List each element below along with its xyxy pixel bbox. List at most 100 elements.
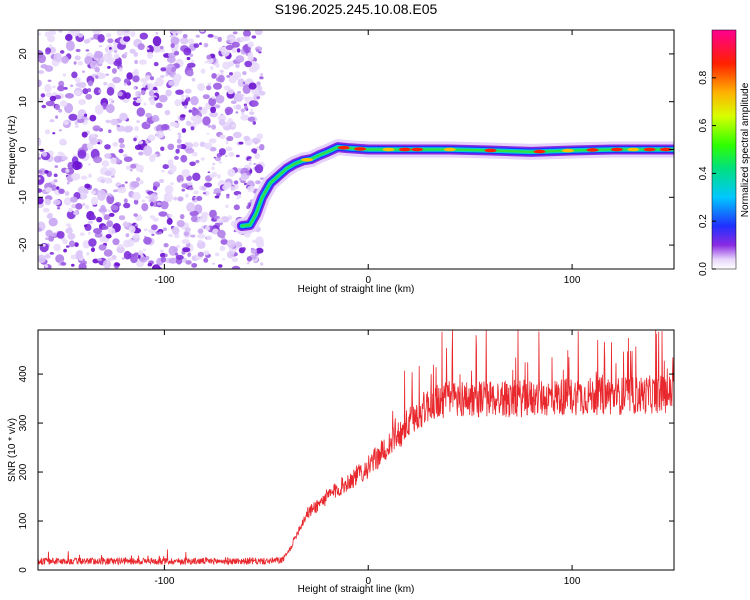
noise-blob: [153, 61, 159, 67]
noise-blob: [217, 264, 223, 268]
noise-blob: [92, 30, 101, 35]
noise-blob: [112, 238, 120, 246]
noise-blob: [45, 92, 53, 98]
noise-blob: [155, 130, 165, 139]
noise-blob: [185, 193, 189, 198]
noise-blob: [220, 72, 224, 75]
noise-blob: [123, 202, 131, 209]
noise-blob: [231, 124, 236, 128]
noise-blob: [98, 89, 102, 93]
noise-blob: [181, 128, 187, 133]
noise-blob: [231, 47, 237, 54]
noise-blob: [117, 186, 127, 194]
noise-blob: [209, 146, 217, 152]
noise-blob: [254, 152, 261, 160]
noise-blob: [226, 239, 236, 249]
noise-blob: [87, 220, 94, 224]
noise-blob: [229, 72, 233, 76]
noise-blob: [85, 49, 90, 52]
noise-blob: [211, 124, 217, 130]
noise-blob: [243, 30, 251, 37]
noise-blob: [251, 35, 257, 39]
noise-blob: [49, 46, 56, 54]
noise-blob: [65, 168, 70, 173]
noise-blob: [52, 232, 57, 237]
snr-y-tick-label: 0: [18, 567, 29, 573]
noise-blob: [177, 132, 182, 136]
noise-blob: [200, 225, 205, 229]
noise-blob: [217, 36, 222, 43]
noise-blob: [88, 173, 92, 178]
noise-blob: [140, 89, 146, 96]
noise-blob: [56, 231, 65, 239]
noise-blob: [99, 45, 103, 48]
noise-blob: [186, 202, 196, 213]
noise-blob: [158, 94, 168, 103]
noise-blob: [191, 77, 196, 82]
noise-blob: [192, 115, 202, 125]
noise-blob: [181, 169, 190, 178]
noise-blob: [58, 108, 63, 113]
noise-blob: [93, 87, 102, 96]
noise-blob: [199, 215, 208, 223]
noise-blob: [226, 251, 234, 259]
noise-blob: [246, 172, 251, 176]
noise-blob: [92, 125, 101, 132]
noise-blob: [105, 119, 111, 124]
noise-blob: [203, 257, 209, 263]
spectrogram-y-tick-label: 10: [18, 96, 29, 108]
noise-blob: [65, 33, 73, 42]
spectrogram-y-tick-label: -10: [18, 190, 29, 205]
noise-blob: [235, 104, 242, 110]
noise-blob: [82, 202, 86, 207]
noise-blob: [220, 238, 228, 245]
noise-blob: [110, 118, 119, 126]
noise-blob: [47, 35, 55, 43]
noise-blob: [181, 94, 185, 98]
noise-blob: [87, 231, 91, 235]
noise-blob: [202, 192, 207, 195]
noise-blob: [230, 186, 236, 191]
noise-blob: [67, 161, 75, 170]
noise-blob: [216, 76, 224, 82]
track-peak: [443, 147, 456, 152]
noise-blob: [63, 197, 72, 206]
noise-blob: [174, 99, 182, 107]
noise-blob: [184, 94, 189, 98]
noise-blob: [219, 69, 224, 73]
snr-series-line: [38, 330, 674, 566]
noise-blob: [226, 196, 230, 199]
noise-blob: [219, 134, 226, 140]
spectrogram-y-label: Frequency (Hz): [7, 116, 18, 185]
noise-blob: [242, 247, 246, 251]
noise-blob: [130, 253, 138, 264]
noise-blob: [77, 118, 85, 124]
noise-blob: [240, 108, 245, 113]
noise-blob: [152, 36, 162, 47]
snr-y-tick-label: 400: [18, 365, 29, 382]
noise-blob: [77, 149, 87, 159]
noise-blob: [116, 246, 125, 254]
noise-blob: [227, 61, 234, 67]
noise-blob: [78, 99, 86, 106]
noise-blob: [102, 259, 112, 269]
noise-blob: [172, 33, 177, 37]
noise-blob: [214, 156, 222, 162]
spectrogram-x-label: Height of straight line (km): [298, 284, 415, 295]
noise-blob: [235, 111, 239, 114]
noise-blob: [206, 132, 210, 135]
noise-blob: [122, 257, 125, 260]
noise-blob: [141, 203, 149, 212]
noise-blob: [158, 211, 168, 217]
noise-blob: [250, 248, 258, 255]
noise-blob: [141, 199, 146, 203]
noise-blob: [110, 204, 119, 211]
noise-blob: [149, 201, 154, 207]
noise-blob: [97, 258, 103, 262]
noise-blob: [114, 262, 121, 267]
noise-blob: [208, 138, 217, 144]
noise-blob: [123, 198, 128, 203]
noise-blob: [163, 243, 169, 248]
noise-blob: [74, 55, 81, 61]
noise-blob: [234, 93, 244, 102]
